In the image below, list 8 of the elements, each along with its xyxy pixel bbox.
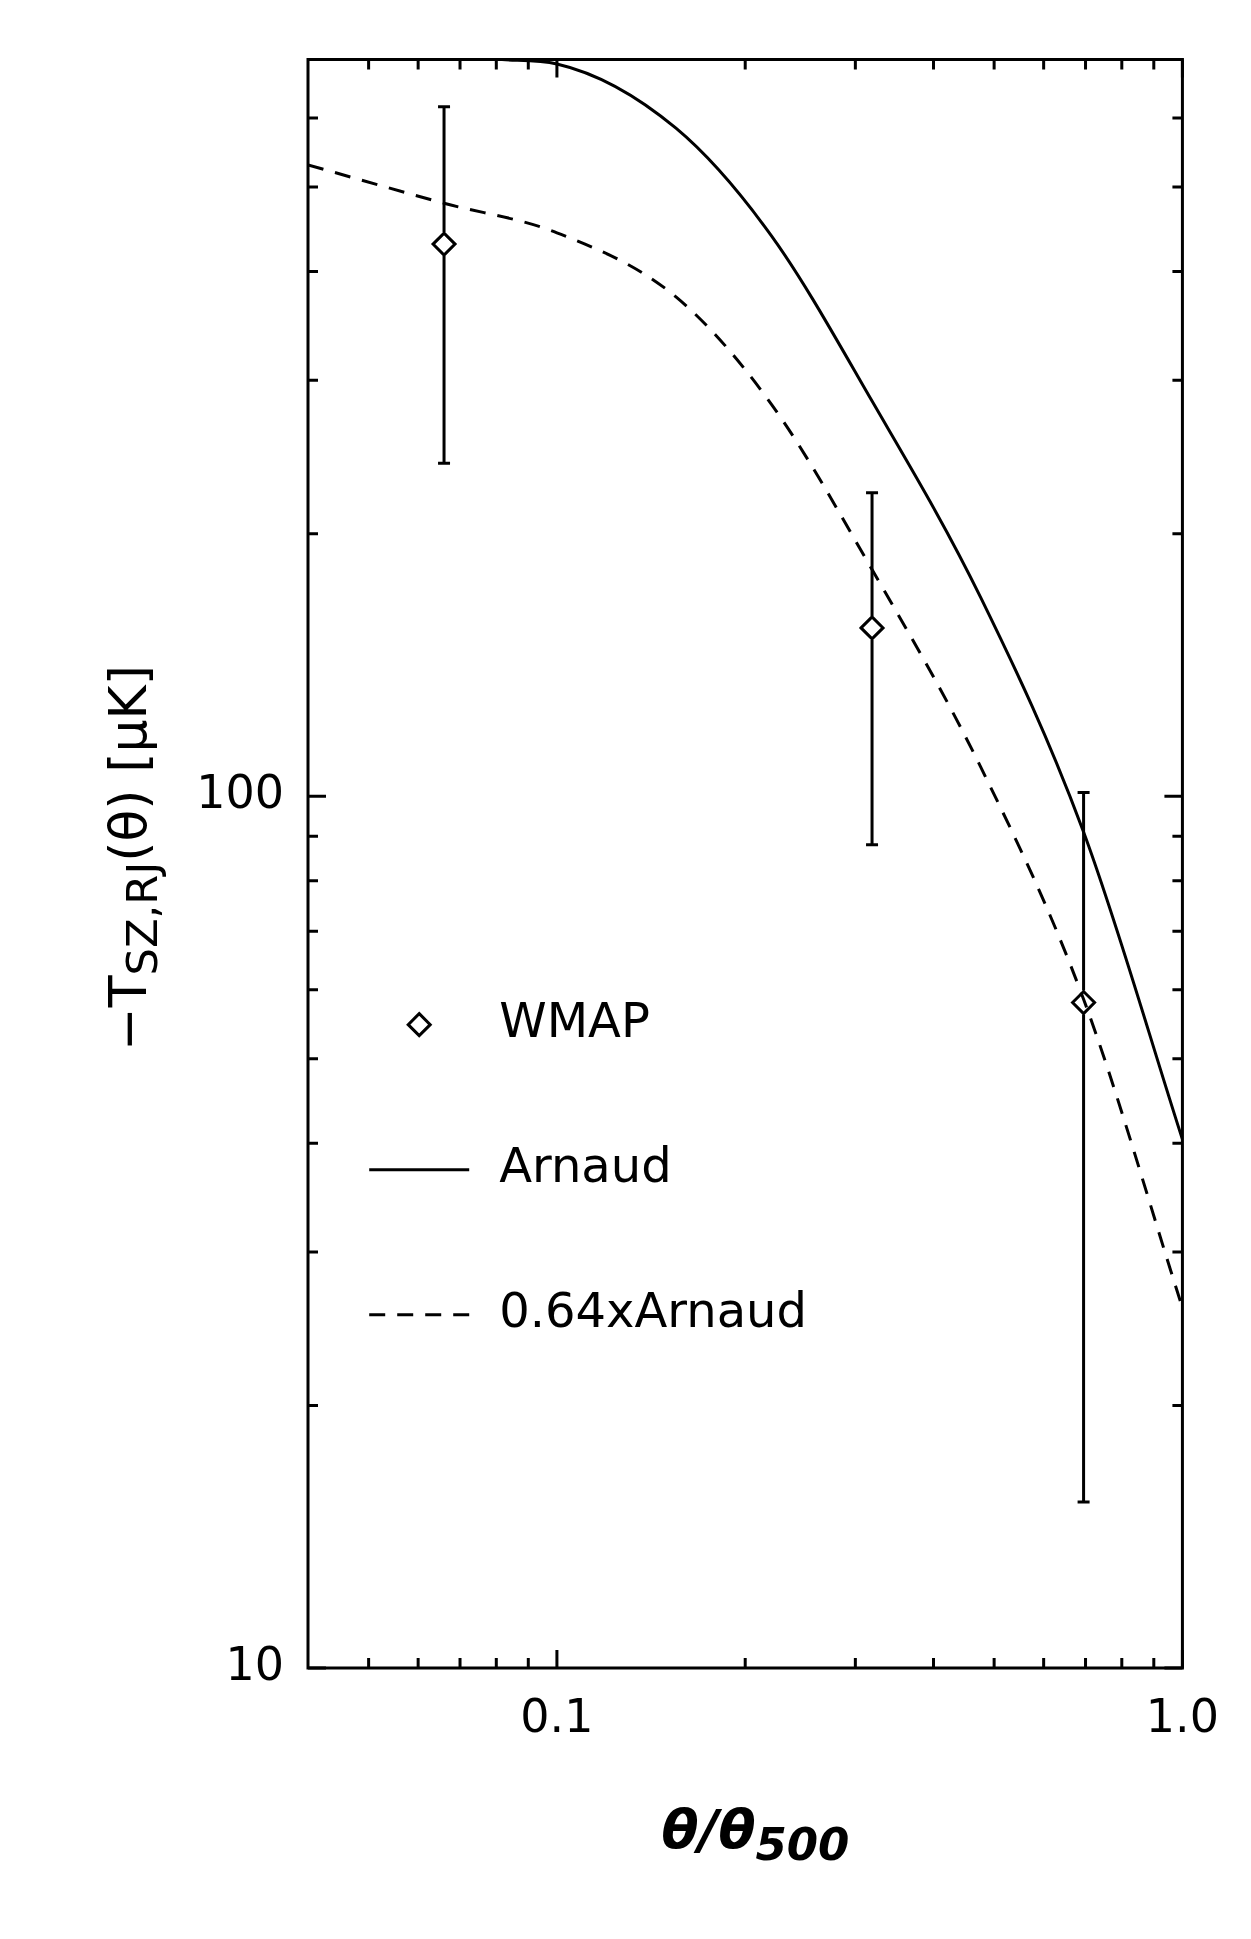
y-tick-label: 100 [196, 765, 284, 820]
legend-label: Arnaud [499, 1137, 672, 1194]
legend-label: 0.64xArnaud [499, 1282, 807, 1339]
x-tick-label: 0.1 [520, 1688, 594, 1743]
y-tick-label: 10 [225, 1636, 284, 1691]
legend-label: WMAP [499, 992, 650, 1049]
x-tick-label: 1.0 [1145, 1688, 1219, 1743]
x-axis-title: θ/θ$_{500}$ [660, 1798, 851, 1871]
